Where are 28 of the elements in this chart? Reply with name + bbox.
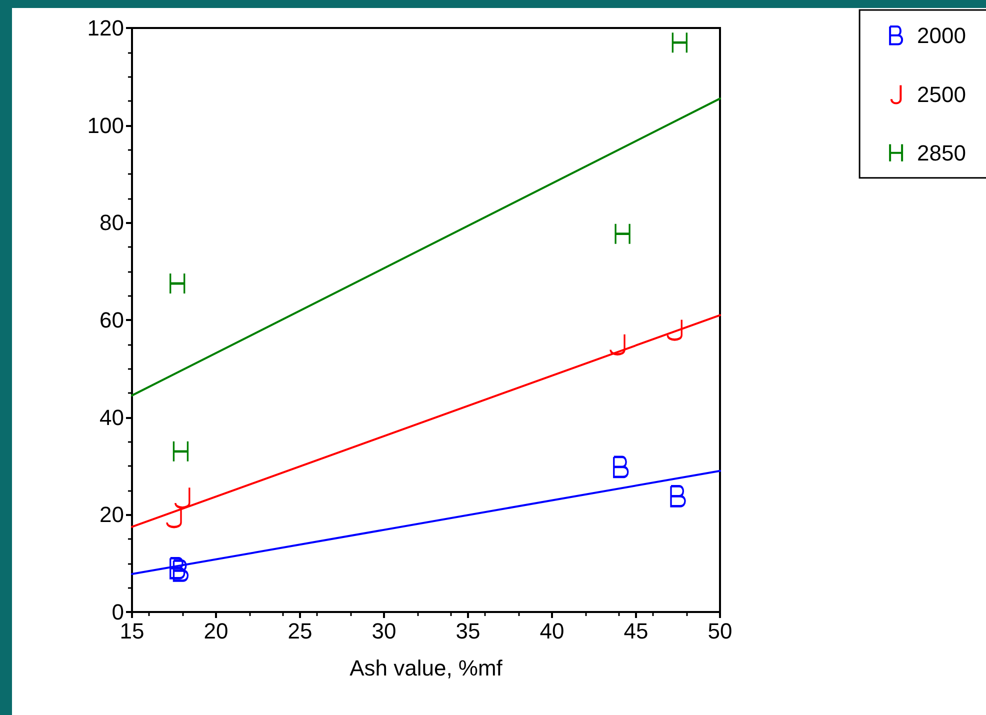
point [172, 440, 189, 462]
point [666, 318, 683, 341]
y-tick-label: 120 [87, 16, 124, 40]
point [172, 560, 189, 582]
y-tick-label: 40 [100, 404, 124, 430]
point [174, 486, 190, 509]
y-tick-label: 20 [100, 502, 124, 528]
point [169, 557, 186, 580]
point [610, 333, 626, 356]
x-tick-label: 45 [624, 618, 648, 644]
x-tick-label: 25 [288, 618, 312, 644]
x-tick-label: 20 [204, 618, 228, 644]
x-tick-label: 30 [372, 618, 396, 644]
point [169, 272, 186, 294]
y-tick-label: 80 [100, 210, 124, 236]
x-tick-label: 50 [708, 618, 732, 644]
point [672, 32, 688, 54]
x-axis-title: Ash value, %mf [350, 656, 504, 680]
point [612, 456, 629, 478]
point [614, 222, 631, 245]
legend-label: 2500 [917, 82, 966, 107]
point [670, 485, 686, 508]
legend-label: 2000 [917, 22, 966, 48]
legend-label: 2850 [917, 140, 966, 166]
x-tick-label: 40 [540, 618, 564, 644]
y-tick-label: 60 [100, 308, 124, 332]
x-tick-label: 35 [456, 618, 480, 644]
y-tick-label: 100 [87, 112, 124, 138]
